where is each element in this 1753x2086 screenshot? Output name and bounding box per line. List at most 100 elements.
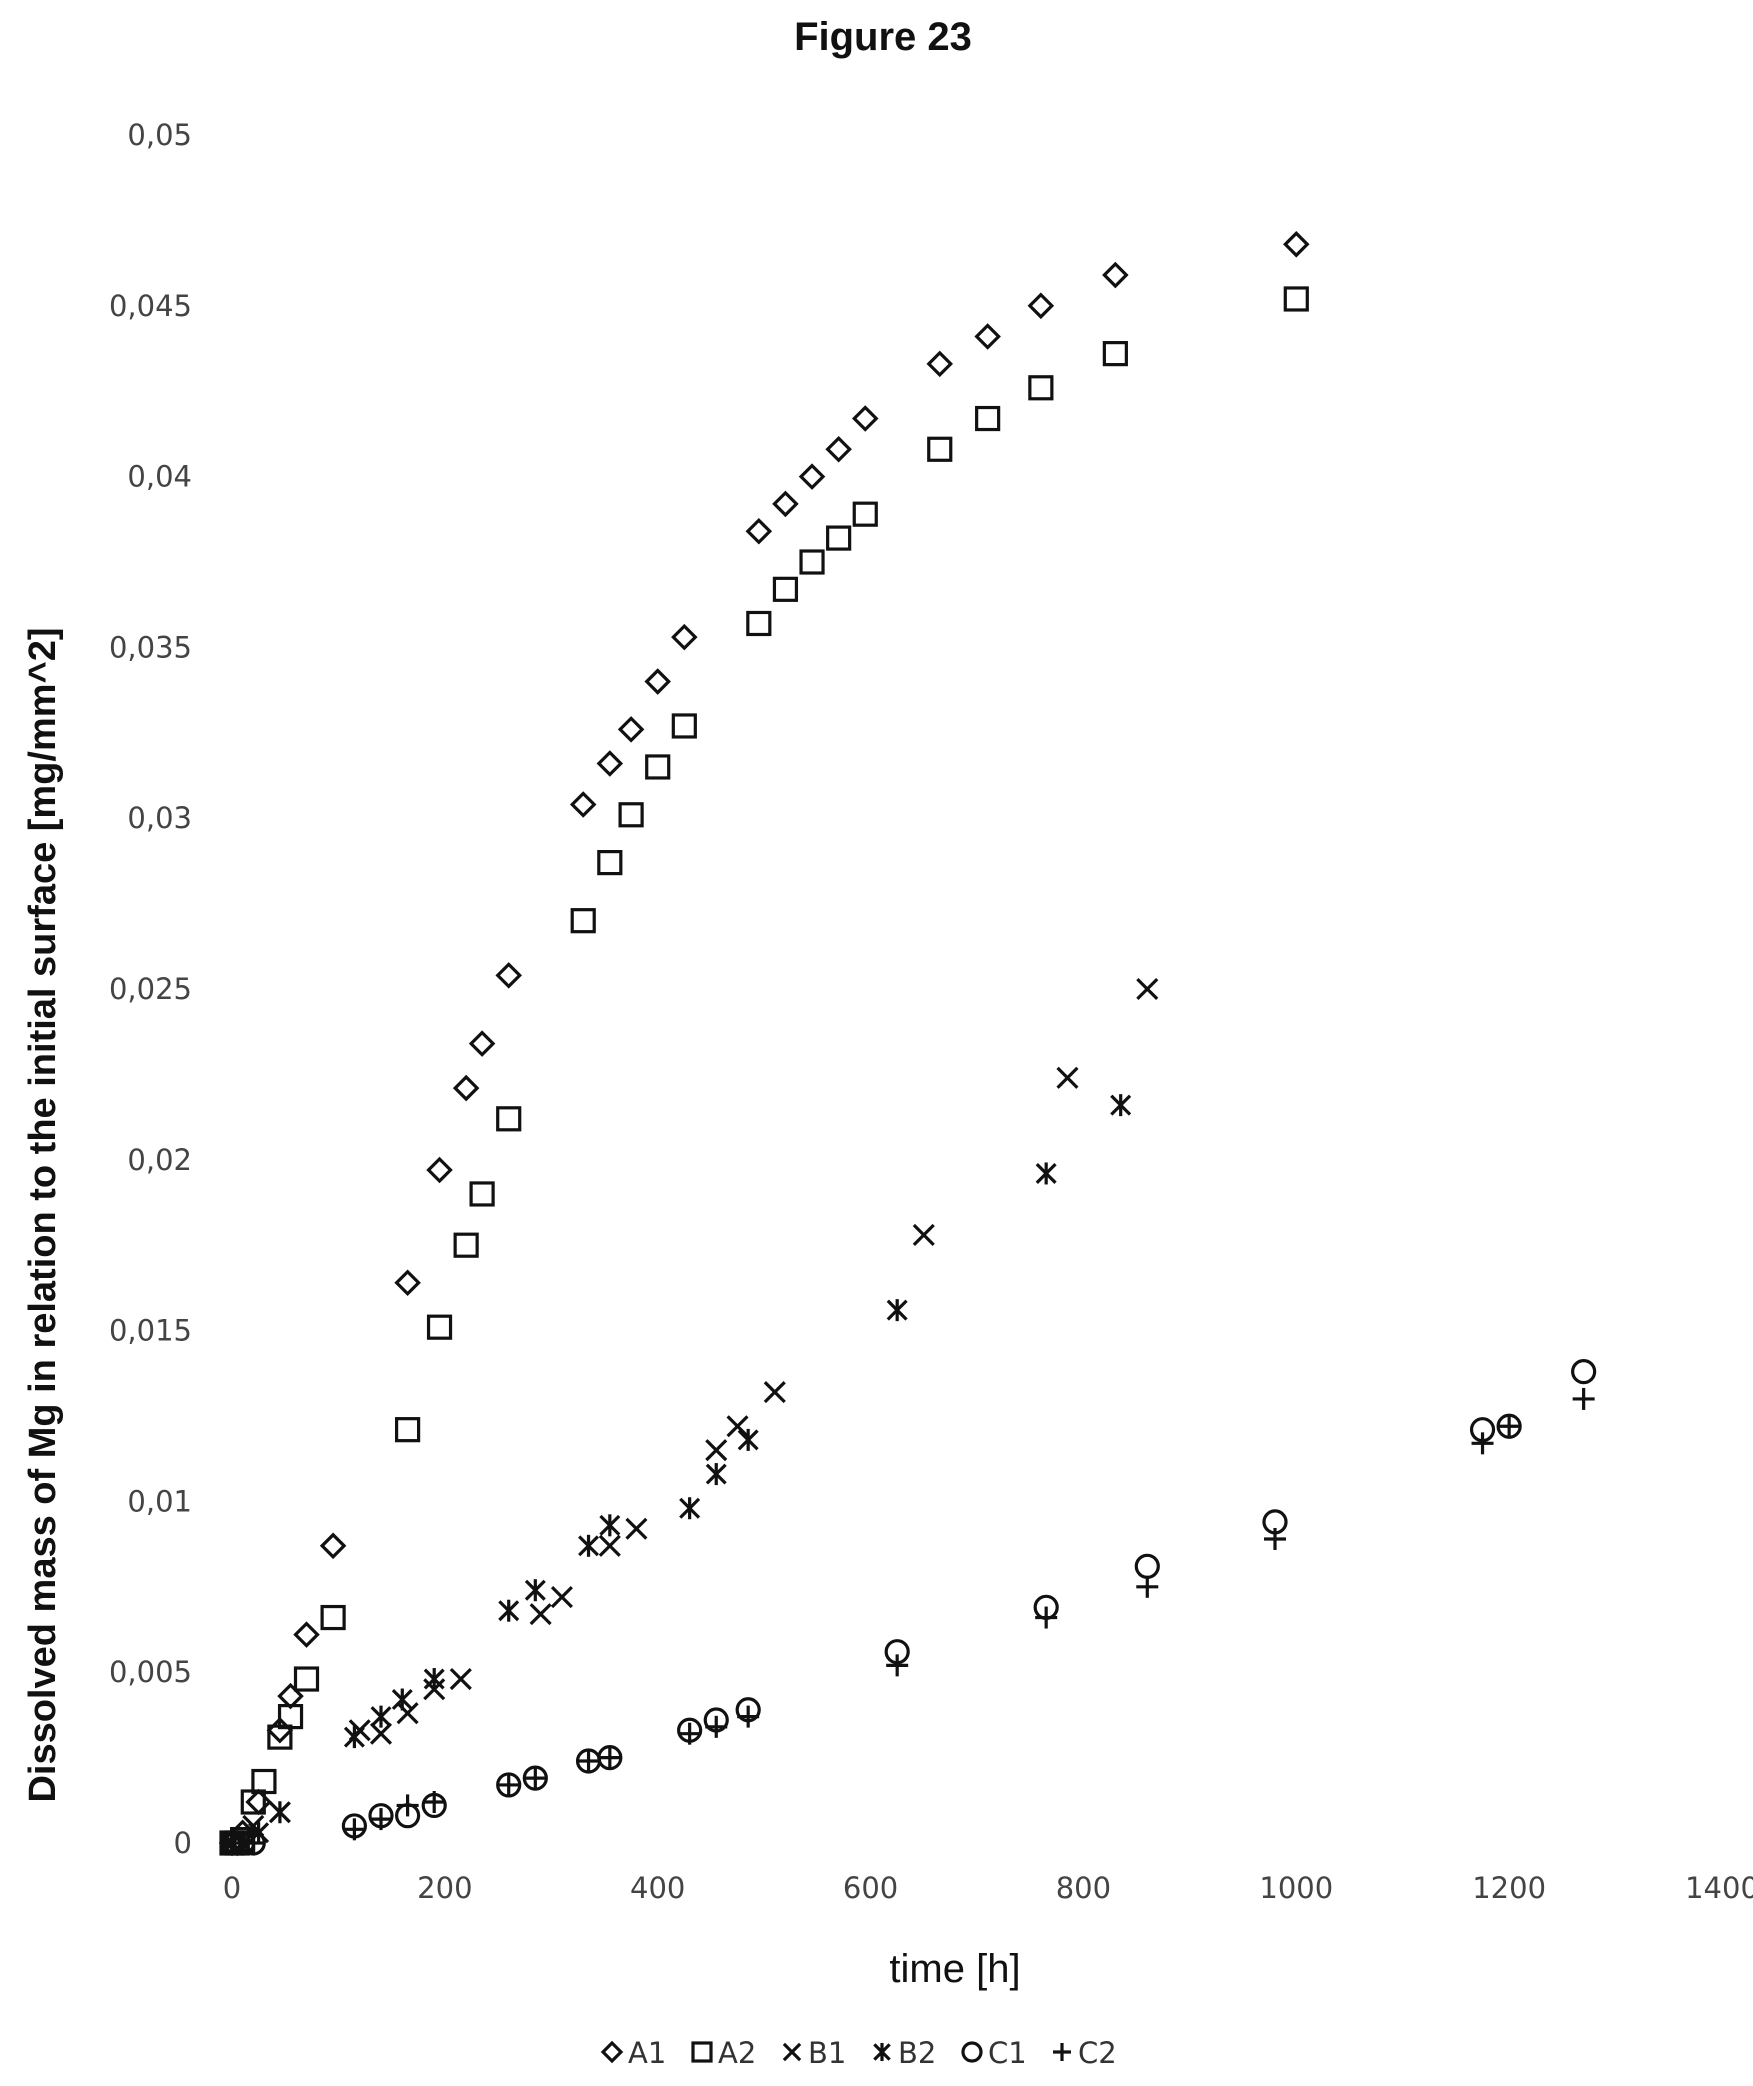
data-point [617, 716, 645, 743]
data-point [498, 1599, 520, 1622]
data-point [625, 1517, 648, 1540]
data-point [320, 1604, 346, 1631]
data-point [1471, 1432, 1494, 1455]
x-axis-label: time [h] [889, 1947, 1020, 1991]
data-point [772, 490, 799, 518]
data-point [369, 1722, 393, 1745]
data-point [468, 1030, 496, 1057]
y-axis-ticks: 0 0,005 0,01 0,015 0,02 0,025 0,03 0,035 0,04 0,0… [109, 118, 192, 1860]
data-point [1283, 231, 1310, 258]
series-c2 [221, 1387, 1595, 1854]
data-point [269, 1801, 291, 1824]
series-c1 [219, 1358, 1597, 1856]
data-point [1571, 1358, 1597, 1385]
y-tick-label: 0,035 [109, 630, 192, 664]
data-point [395, 1417, 421, 1443]
data-point [1027, 292, 1055, 320]
series-a1 [218, 231, 1310, 1857]
legend-label-c2: C2 [1078, 2036, 1117, 2070]
x-tick-label: 0 [223, 1871, 241, 1905]
data-point [745, 517, 773, 545]
legend-label-b2: B2 [898, 2036, 936, 2070]
legend-label-c1: C1 [988, 2036, 1027, 2070]
data-point [598, 1746, 621, 1769]
x-tick-label: 1000 [1259, 1871, 1333, 1905]
data-point [772, 576, 799, 602]
data-point [267, 1724, 293, 1750]
data-point [426, 1314, 453, 1340]
y-tick-label: 0,02 [127, 1143, 192, 1177]
data-point [671, 713, 697, 739]
data-point [529, 1603, 552, 1626]
data-point [974, 323, 1001, 350]
data-point [1035, 1162, 1057, 1185]
legend-label-b1: B1 [808, 2036, 846, 2070]
data-point [1136, 1575, 1159, 1598]
legend-label-a2: A2 [718, 2036, 756, 2070]
x-tick-label: 1200 [1472, 1871, 1546, 1905]
y-tick-label: 0,025 [109, 972, 192, 1006]
data-point [598, 1534, 621, 1557]
data-point [645, 754, 671, 780]
data-point [927, 436, 953, 462]
data-point [851, 405, 879, 432]
data-point [705, 1439, 728, 1462]
legend: A1 A2 B1 B2 C1 C2 [600, 2036, 1117, 2070]
data-point [343, 1818, 366, 1841]
data-point [705, 1715, 728, 1738]
data-point [452, 1074, 480, 1102]
data-point [726, 1415, 749, 1438]
data-point [1028, 375, 1054, 401]
data-point [799, 549, 825, 575]
data-point [1264, 1527, 1286, 1550]
data-point [826, 525, 852, 551]
data-point [577, 1750, 600, 1773]
data-point [886, 1299, 908, 1322]
data-point [524, 1579, 546, 1602]
data-point [496, 1106, 522, 1132]
y-tick-label: 0,01 [127, 1484, 192, 1518]
y-tick-label: 0 [174, 1826, 192, 1860]
data-point [926, 350, 954, 378]
data-point [453, 1232, 479, 1258]
data-point [975, 405, 1001, 432]
data-point [396, 1794, 419, 1817]
data-point [550, 1586, 573, 1609]
data-point [886, 1654, 909, 1677]
data-point [746, 610, 772, 637]
y-tick-label: 0,045 [109, 289, 192, 323]
y-tick-label: 0,05 [127, 118, 192, 152]
series-b2 [221, 1094, 1132, 1854]
data-point [569, 791, 597, 818]
legend-marker-b1 [782, 2042, 802, 2062]
data-point [644, 668, 671, 695]
data-point [678, 1722, 701, 1745]
data-point [618, 802, 644, 828]
data-point [597, 850, 623, 876]
data-point [497, 1773, 520, 1796]
data-point [1110, 1094, 1132, 1117]
data-point [277, 1704, 304, 1730]
y-tick-label: 0,015 [109, 1314, 192, 1348]
data-point [394, 1269, 421, 1297]
data-point [391, 1688, 413, 1711]
data-point [524, 1767, 547, 1790]
x-tick-label: 200 [417, 1871, 472, 1905]
data-point [578, 1534, 600, 1557]
data-point [426, 1156, 453, 1184]
series-a2 [219, 286, 1309, 1856]
data-point [852, 501, 878, 527]
data-point [1035, 1606, 1058, 1629]
data-point [245, 1788, 272, 1816]
data-point [912, 1223, 935, 1246]
series-b1 [220, 977, 1159, 1855]
data-point [449, 1668, 472, 1691]
data-point [1498, 1415, 1521, 1438]
legend-marker-a2 [691, 2041, 713, 2063]
data-point [469, 1181, 495, 1207]
legend-label-a1: A1 [628, 2036, 666, 2070]
chart-title: Figure 23 [794, 15, 972, 59]
y-tick-label: 0,04 [127, 460, 192, 494]
data-point [596, 750, 624, 777]
